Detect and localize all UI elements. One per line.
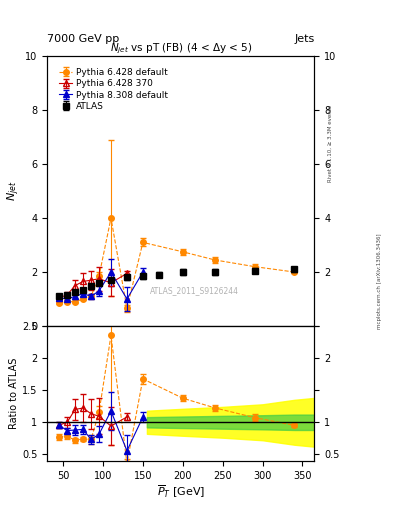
X-axis label: $\overline{P}_T$ [GeV]: $\overline{P}_T$ [GeV]	[157, 483, 205, 500]
Legend: Pythia 6.428 default, Pythia 6.428 370, Pythia 8.308 default, ATLAS: Pythia 6.428 default, Pythia 6.428 370, …	[57, 66, 170, 113]
Text: Rivet 3.1.10, ≥ 3.3M events: Rivet 3.1.10, ≥ 3.3M events	[328, 105, 333, 182]
Text: Jets: Jets	[294, 33, 314, 44]
Text: 7000 GeV pp: 7000 GeV pp	[47, 33, 119, 44]
Text: mcplots.cern.ch [arXiv:1306.3436]: mcplots.cern.ch [arXiv:1306.3436]	[377, 234, 382, 329]
Text: ATLAS_2011_S9126244: ATLAS_2011_S9126244	[150, 287, 239, 295]
Y-axis label: $N_{jet}$: $N_{jet}$	[6, 181, 22, 201]
Y-axis label: Ratio to ATLAS: Ratio to ATLAS	[9, 358, 19, 429]
Title: $N_{jet}$ vs pT (FB) (4 < $\Delta$y < 5): $N_{jet}$ vs pT (FB) (4 < $\Delta$y < 5)	[110, 42, 252, 56]
